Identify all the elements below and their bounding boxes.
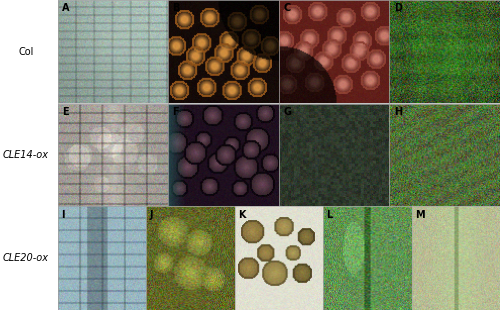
Text: C: C — [283, 3, 290, 13]
Text: A: A — [62, 3, 70, 13]
Text: L: L — [326, 210, 333, 219]
Text: K: K — [238, 210, 246, 219]
Text: E: E — [62, 107, 68, 117]
Text: CLE14-ox: CLE14-ox — [3, 150, 49, 160]
Text: I: I — [61, 210, 64, 219]
Text: D: D — [394, 3, 402, 13]
Text: Col: Col — [18, 46, 34, 57]
Text: G: G — [283, 107, 291, 117]
Text: F: F — [172, 107, 179, 117]
Text: B: B — [172, 3, 180, 13]
Text: CLE20-ox: CLE20-ox — [3, 253, 49, 263]
Text: M: M — [415, 210, 424, 219]
Text: H: H — [394, 107, 402, 117]
Text: J: J — [150, 210, 153, 219]
